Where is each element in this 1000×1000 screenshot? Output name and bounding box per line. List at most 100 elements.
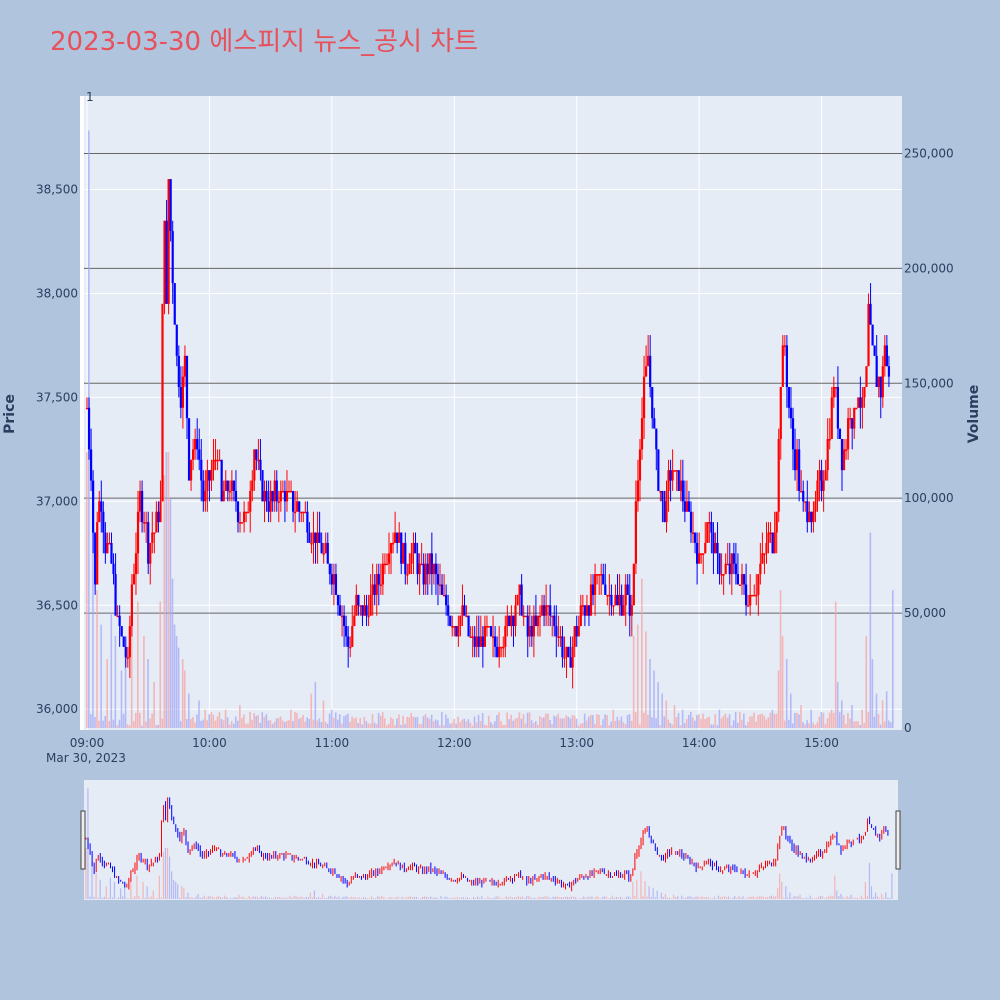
volume-bar	[179, 721, 182, 728]
candle-body	[634, 501, 637, 564]
volume-bar	[169, 498, 172, 728]
candle-body	[565, 646, 568, 658]
volume-bar	[510, 714, 513, 728]
range-volume-bar	[489, 897, 491, 899]
candle-body	[434, 563, 438, 575]
volume-bar	[769, 712, 772, 728]
range-volume-bar	[746, 897, 748, 899]
candle-body	[265, 490, 268, 502]
candle-body	[793, 449, 797, 471]
volume-bar	[192, 717, 194, 728]
range-volume-bar	[630, 897, 632, 899]
volume-bar	[622, 722, 625, 728]
range-volume-bar	[366, 898, 369, 899]
volume-bar	[667, 719, 670, 728]
range-volume-bar	[381, 896, 383, 899]
candle-body	[744, 584, 748, 606]
candle-body	[420, 563, 423, 566]
range-volume-bar	[599, 898, 601, 899]
volume-bar	[314, 682, 317, 728]
candle-body	[269, 490, 272, 512]
candle-body	[836, 387, 840, 429]
range-volume-bar	[652, 888, 654, 899]
volume-bar	[132, 721, 135, 728]
range-volume-bar	[279, 896, 281, 899]
range-volume-bar	[723, 896, 726, 899]
candle-body	[681, 480, 684, 502]
volume-reference-lines	[84, 152, 902, 614]
volume-bar	[647, 714, 649, 728]
volume-bar	[598, 714, 600, 728]
range-volume-bar	[242, 896, 244, 899]
volume-bar	[602, 719, 604, 728]
range-volume-bar	[162, 852, 165, 899]
candle-body	[612, 605, 615, 607]
volume-bar	[114, 636, 117, 728]
candle-body	[353, 615, 356, 627]
range-volume-bar	[811, 898, 813, 899]
volume-bar	[767, 717, 770, 728]
candle-body	[840, 438, 844, 471]
range-volume-bar	[852, 897, 854, 899]
candle-body	[779, 387, 782, 439]
candle-body	[561, 636, 564, 658]
range-volume-bar	[736, 898, 738, 899]
range-volume-bar	[734, 896, 736, 899]
candle-body	[214, 459, 217, 462]
volume-bar	[732, 720, 735, 728]
range-volume-bar	[132, 897, 134, 899]
range-volume-bar	[683, 898, 685, 899]
candle-body	[442, 594, 446, 597]
volume-bar	[618, 720, 621, 728]
range-volume-bar	[783, 897, 785, 899]
volume-bar	[551, 724, 553, 728]
range-volume-bar	[352, 897, 354, 899]
candle-body	[847, 418, 850, 450]
candle-body	[702, 553, 705, 555]
volume-bar	[247, 723, 249, 728]
candle-body	[596, 574, 599, 576]
range-volume-bar	[456, 896, 458, 899]
candle-body	[673, 470, 676, 472]
volume-bar	[167, 452, 170, 728]
range-volume-bar	[219, 897, 222, 899]
candle-body	[491, 636, 495, 638]
range-volume-bar	[785, 886, 787, 899]
candle-body	[192, 449, 195, 460]
candle-body	[838, 428, 842, 439]
range-volume-bar	[179, 897, 181, 899]
range-slider-left-handle[interactable]	[80, 810, 86, 870]
range-volume-bar	[158, 875, 160, 899]
range-volume-bar	[519, 897, 522, 899]
candle-body	[787, 387, 791, 408]
candle-body	[710, 522, 713, 533]
candle-body	[804, 501, 807, 503]
candle-body	[171, 231, 174, 284]
volume-bar	[369, 723, 372, 728]
candle-body	[418, 563, 421, 575]
range-volume-bar	[607, 898, 609, 899]
candle-body	[726, 563, 729, 566]
volume-bar	[749, 716, 751, 728]
range-volume-bar	[717, 895, 720, 899]
range-slider[interactable]	[80, 780, 901, 900]
range-volume-bar	[191, 896, 193, 899]
candle-body	[283, 490, 287, 502]
volume-bar	[773, 713, 776, 728]
candle-body	[624, 584, 627, 606]
range-volume-bar	[640, 871, 642, 899]
candle-body	[461, 605, 464, 616]
volume-bar	[779, 590, 782, 728]
range-volume-bar	[487, 896, 489, 899]
candle-body	[679, 480, 682, 491]
volume-bar	[655, 718, 657, 728]
volume-bar	[796, 712, 798, 728]
candle-body	[659, 490, 662, 493]
range-slider-right-handle[interactable]	[895, 810, 901, 870]
range-volume-bar	[864, 881, 866, 899]
candle-body	[877, 376, 880, 388]
range-volume-bar	[250, 897, 252, 899]
range-volume-bar	[299, 897, 301, 899]
candle-body	[318, 532, 321, 543]
range-volume-bar	[142, 881, 144, 899]
